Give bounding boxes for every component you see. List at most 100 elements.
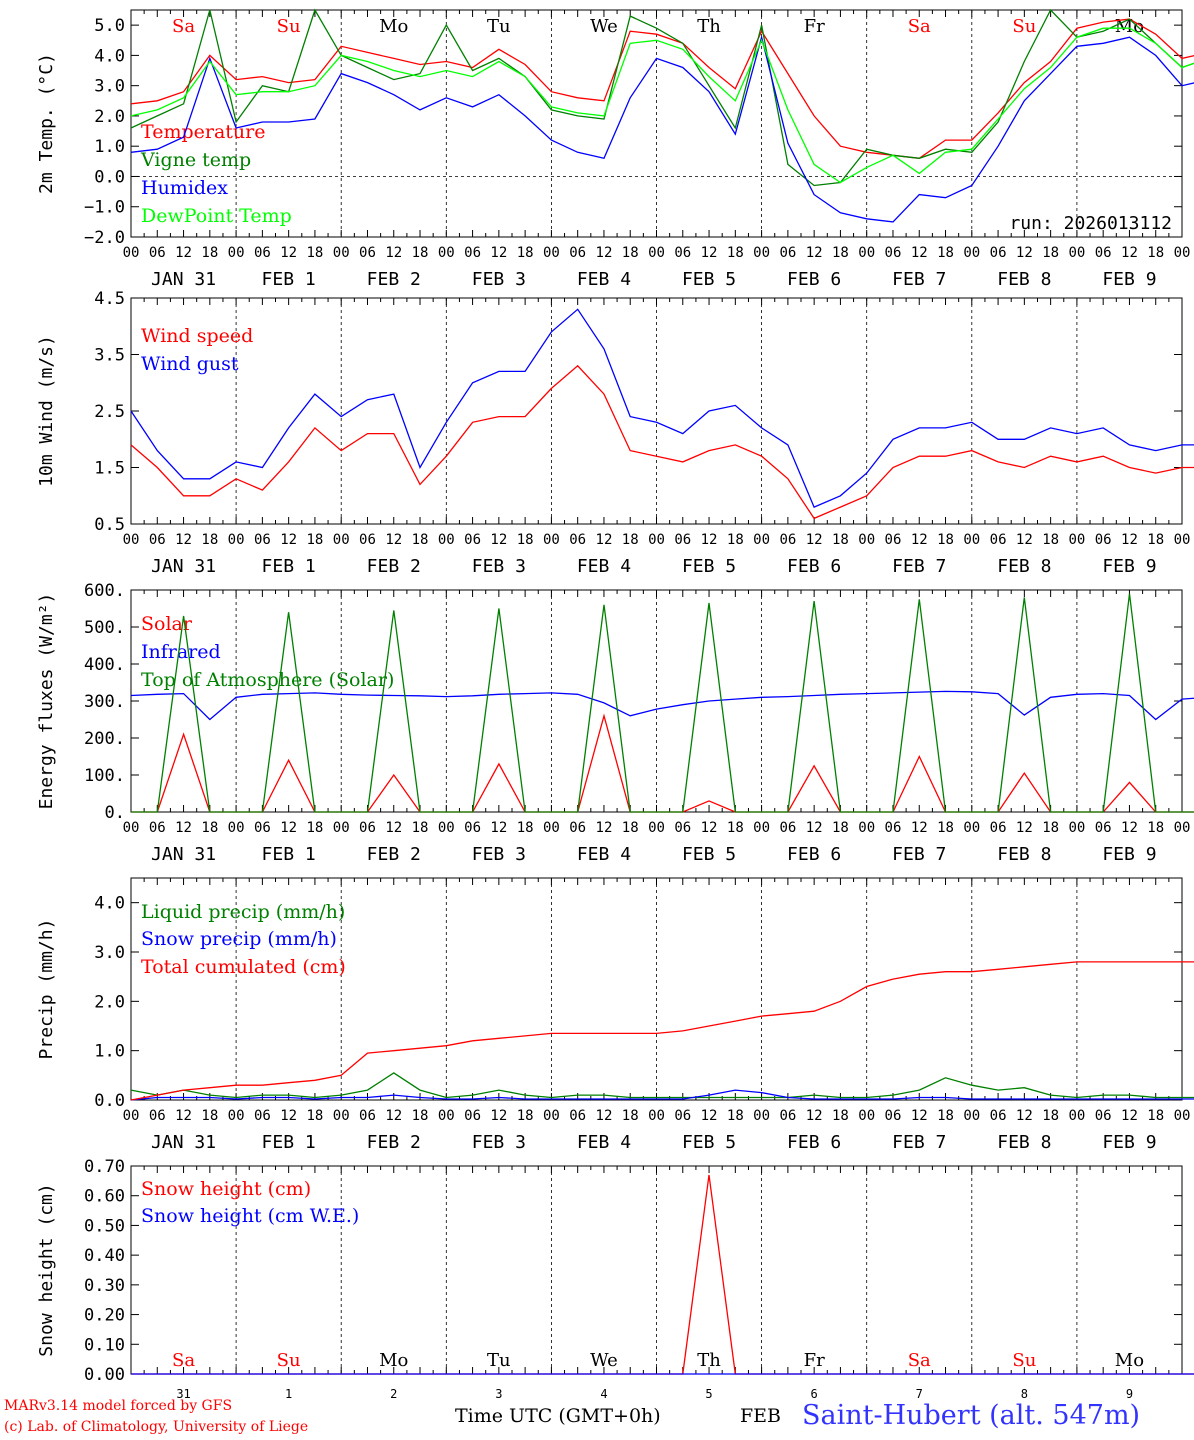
hour-tick-label: 00 [228,1108,245,1124]
day-number-label: 3 [495,1387,502,1401]
hour-tick-label: 06 [464,532,481,548]
hour-tick-label: 18 [1042,1108,1059,1124]
date-label: FEB 2 [367,1132,421,1153]
y-tick-label: 0.5 [94,515,125,535]
month-label: FEB [740,1405,782,1427]
y-tick-label: 4.0 [94,46,125,66]
hour-tick-label: 18 [412,532,429,548]
date-label: FEB 9 [1102,269,1156,290]
day-number-label: 5 [705,1387,712,1401]
hour-tick-label: 12 [911,820,928,836]
series-line-wind-speed [130,364,1194,520]
y-tick-label: 500. [84,618,125,638]
y-tick-label: 1.5 [94,459,125,479]
legend-entry: DewPoint Temp [141,205,292,227]
y-tick-label: 200. [84,729,125,749]
panel-2: 0.5 1.5 2.5 3.5 4.5 10m Wind (m/s) 00 06 12 18 00 0… [36,289,1194,577]
hour-tick-label: 06 [885,532,902,548]
weekday-label: Sa [172,1350,195,1371]
hour-tick-label: 06 [1095,245,1112,261]
hour-tick-label: 12 [1016,532,1033,548]
hour-tick-label: 00 [123,532,140,548]
hour-tick-label: 06 [149,245,166,261]
legend-entry: Temperature [141,121,265,143]
hour-tick-label: 00 [753,532,770,548]
hour-tick-label: 00 [438,820,455,836]
hour-tick-label: 00 [858,245,875,261]
hour-tick-label: 00 [1174,1108,1191,1124]
date-label: FEB 2 [367,269,421,290]
date-label: FEB 3 [472,556,526,577]
date-label: JAN 31 [151,269,216,290]
hour-tick-label: 18 [1147,820,1164,836]
hour-tick-label: 00 [1068,1108,1085,1124]
y-axis-label: Precip (mm/h) [36,919,57,1060]
hour-tick-label: 18 [727,1108,744,1124]
date-label: FEB 8 [997,844,1051,865]
hour-tick-label: 18 [306,245,323,261]
y-tick-label: 600. [84,581,125,601]
y-tick-label: 4.5 [94,289,125,309]
hour-tick-label: 06 [1095,1108,1112,1124]
hour-tick-label: 18 [1147,245,1164,261]
hour-tick-label: 12 [911,245,928,261]
hour-tick-label: 06 [1095,820,1112,836]
hour-tick-label: 06 [990,532,1007,548]
weekday-label: Sa [172,16,195,37]
hour-tick-label: 18 [1042,532,1059,548]
hour-tick-label: 06 [254,532,271,548]
hour-tick-label: 00 [123,245,140,261]
hour-tick-label: 18 [517,1108,534,1124]
series-line-dewpoint-temp [130,27,1194,184]
y-axis-label: 2m Temp. (°C) [36,53,57,194]
hour-tick-label: 06 [990,1108,1007,1124]
hour-tick-label: 18 [727,820,744,836]
day-number-label: 1 [285,1387,292,1401]
y-tick-label: 0.60 [84,1187,125,1207]
y-tick-label: 0.40 [84,1246,125,1266]
y-tick-label: 0.50 [84,1216,125,1236]
hour-tick-label: 00 [753,245,770,261]
hour-tick-label: 18 [832,820,849,836]
hour-tick-label: 18 [201,532,218,548]
hour-tick-label: 06 [990,245,1007,261]
weekday-label: Su [1012,16,1036,37]
hour-tick-label: 06 [1095,532,1112,548]
hour-tick-label: 12 [280,1108,297,1124]
hour-tick-label: 00 [543,532,560,548]
date-label: FEB 4 [577,844,631,865]
hour-tick-label: 06 [569,820,586,836]
hour-tick-label: 18 [937,820,954,836]
hour-tick-label: 12 [701,820,718,836]
y-tick-label: 300. [84,692,125,712]
hour-tick-label: 06 [569,1108,586,1124]
hour-tick-label: 00 [228,820,245,836]
y-tick-label: 400. [84,655,125,675]
hour-tick-label: 00 [543,245,560,261]
hour-tick-label: 06 [885,1108,902,1124]
legend-entry: Vigne temp [140,149,251,171]
legend-entry: Solar [141,613,193,635]
hour-tick-label: 18 [1147,1108,1164,1124]
hour-tick-label: 00 [1068,820,1085,836]
hour-tick-label: 18 [1042,245,1059,261]
hour-tick-label: 06 [779,820,796,836]
hour-tick-label: 12 [385,1108,402,1124]
y-tick-label: 0.10 [84,1335,125,1355]
date-label: FEB 6 [787,556,841,577]
hour-tick-label: 00 [963,1108,980,1124]
y-tick-label: 0.00 [84,1365,125,1385]
hour-tick-label: 06 [464,820,481,836]
legend-entry: Humidex [141,177,228,199]
hour-tick-label: 12 [596,245,613,261]
hour-tick-label: 18 [517,245,534,261]
series-line-top-of-atmosphere-solar [131,593,1194,813]
hour-tick-label: 00 [648,1108,665,1124]
y-tick-label: 0.20 [84,1306,125,1326]
hour-tick-label: 00 [858,820,875,836]
hour-tick-label: 12 [701,1108,718,1124]
hour-tick-label: 12 [1121,1108,1138,1124]
date-label: FEB 2 [367,556,421,577]
hour-tick-label: 12 [490,1108,507,1124]
hour-tick-label: 00 [1068,245,1085,261]
